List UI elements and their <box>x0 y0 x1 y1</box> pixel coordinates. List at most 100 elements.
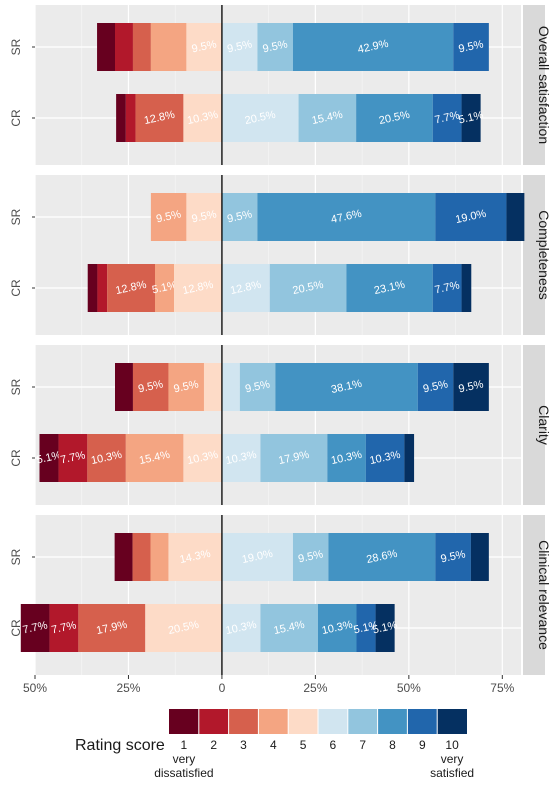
bar-segment <box>221 434 261 482</box>
data-label: 9.5% <box>458 378 485 395</box>
x-tick-label: 50% <box>23 681 47 695</box>
data-label: 9.5% <box>191 38 218 55</box>
legend-swatch <box>377 709 408 734</box>
bar-segment <box>221 604 261 652</box>
bar-segment <box>221 533 293 581</box>
bar-segment <box>125 94 136 142</box>
legend-level-label: 2 <box>210 738 217 752</box>
legend-high-label: satisfied <box>430 766 474 780</box>
bar-segment <box>453 363 489 411</box>
y-tick-label: CR <box>9 109 23 127</box>
facet-strip <box>523 345 545 505</box>
y-tick-label: SR <box>9 548 23 565</box>
bar-segment <box>275 363 418 411</box>
bar-segment <box>97 23 116 71</box>
bar-segment <box>328 533 436 581</box>
bar-segment <box>365 434 405 482</box>
bar-segment <box>404 434 415 482</box>
bar-segment <box>78 604 146 652</box>
facet-strip <box>523 5 545 165</box>
facet-title: Clinical relevance <box>536 540 550 650</box>
bar-segment <box>432 94 462 142</box>
legend-swatch <box>288 709 318 734</box>
data-label: 9.5% <box>422 378 449 395</box>
legend-level-label: 7 <box>359 738 366 752</box>
bar-segment <box>49 604 79 652</box>
bar-segment <box>168 363 204 411</box>
y-tick-label: CR <box>9 279 23 297</box>
bar-segment <box>221 23 258 71</box>
bar-segment <box>203 363 222 411</box>
legend-swatch <box>258 709 289 734</box>
bar-segment <box>116 94 126 142</box>
bar-segment <box>183 94 222 142</box>
data-label: 7.7% <box>434 279 461 296</box>
y-tick-label: SR <box>9 208 23 225</box>
bar-segment <box>87 434 126 482</box>
bar-segment <box>150 193 187 241</box>
data-label: 7.7% <box>59 449 86 466</box>
legend-level-label: 3 <box>240 738 247 752</box>
legend-swatch <box>347 709 378 734</box>
legend-level-label: 5 <box>300 738 307 752</box>
legend-level-label: 1 <box>181 738 188 752</box>
legend-level-label: 6 <box>330 738 337 752</box>
data-label: 9.5% <box>244 378 271 395</box>
data-label: 9.5% <box>155 208 182 225</box>
bar-segment <box>356 94 433 142</box>
data-label: 5.1% <box>353 619 380 636</box>
bar-segment <box>417 363 454 411</box>
bar-segment <box>132 363 169 411</box>
legend-swatch <box>228 709 259 734</box>
bar-segment <box>470 533 489 581</box>
bar-segment <box>155 264 175 312</box>
bar-segment <box>174 264 222 312</box>
legend-swatch <box>407 709 438 734</box>
data-label: 9.5% <box>297 548 324 565</box>
data-label: 9.5% <box>262 38 289 55</box>
data-label: 9.5% <box>137 378 164 395</box>
data-label: 5.1% <box>151 279 178 296</box>
bar-segment <box>186 23 222 71</box>
data-label: 9.5% <box>191 208 218 225</box>
bar-segment <box>260 434 328 482</box>
bar-segment <box>257 23 293 71</box>
bar-segment <box>168 533 222 581</box>
bar-segment <box>257 193 436 241</box>
legend-high-label: very <box>441 752 464 766</box>
bar-segment <box>318 604 357 652</box>
bar-segment <box>375 604 395 652</box>
legend-swatch <box>169 709 199 734</box>
bar-segment <box>346 264 433 312</box>
x-tick-label: 0 <box>219 681 226 695</box>
data-label: 9.5% <box>458 38 485 55</box>
bar-segment <box>115 23 133 71</box>
data-label: 5.1% <box>35 449 62 466</box>
y-tick-label: CR <box>9 449 23 467</box>
data-label: 7.7% <box>22 619 49 636</box>
facet-title: Completeness <box>536 210 550 300</box>
bar-segment <box>87 264 98 312</box>
bar-segment <box>221 264 270 312</box>
facet-strip <box>523 175 545 335</box>
data-label: 9.5% <box>173 378 200 395</box>
bar-segment <box>20 604 50 652</box>
data-label: 9.5% <box>226 208 253 225</box>
bar-segment <box>506 193 525 241</box>
bar-segment <box>453 23 489 71</box>
bar-segment <box>356 604 376 652</box>
y-tick-label: SR <box>9 38 23 55</box>
x-tick-label: 75% <box>490 681 514 695</box>
bar-segment <box>135 94 184 142</box>
legend-low-label: dissatisfied <box>154 766 213 780</box>
bar-segment <box>435 193 507 241</box>
bar-segment <box>125 434 184 482</box>
bar-segment <box>97 264 108 312</box>
bar-segment <box>221 363 240 411</box>
bar-segment <box>461 264 472 312</box>
bar-segment <box>239 363 276 411</box>
bar-segment <box>107 264 156 312</box>
legend-level-label: 8 <box>389 738 396 752</box>
data-label: 9.5% <box>440 548 467 565</box>
